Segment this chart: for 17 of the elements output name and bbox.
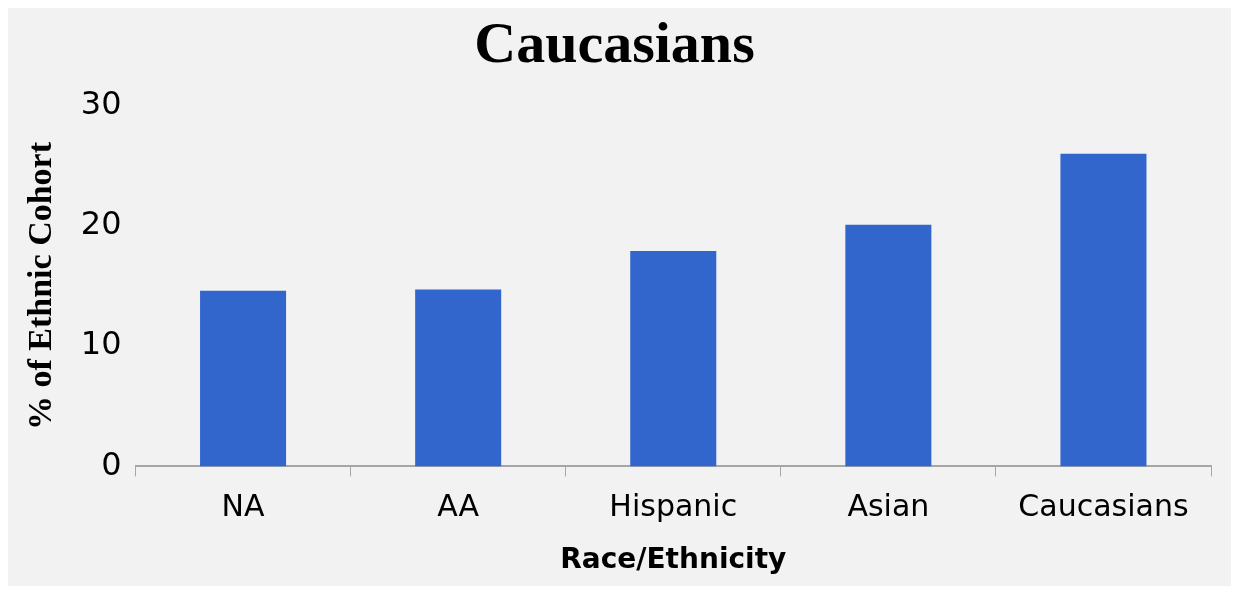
chart-title: Caucasians [474,9,755,75]
x-tick-label: AA [437,488,480,524]
x-tick-label: Hispanic [609,488,738,524]
bar [845,224,932,467]
y-tick-label: 20 [80,204,122,243]
x-tick-label: Asian [847,488,930,524]
y-tick-label: 30 [80,83,122,122]
bar [200,290,287,467]
bar [1060,153,1147,467]
y-tick-label: 10 [80,324,122,363]
y-axis-title: % of Ethnic Cohort [21,141,59,431]
x-axis-title: Race/Ethnicity [560,542,787,576]
x-tick-label: NA [221,488,266,524]
x-tick-label: Caucasians [1018,488,1189,524]
y-tick-label: 0 [101,444,122,483]
bar [415,289,502,467]
bar [630,251,717,467]
